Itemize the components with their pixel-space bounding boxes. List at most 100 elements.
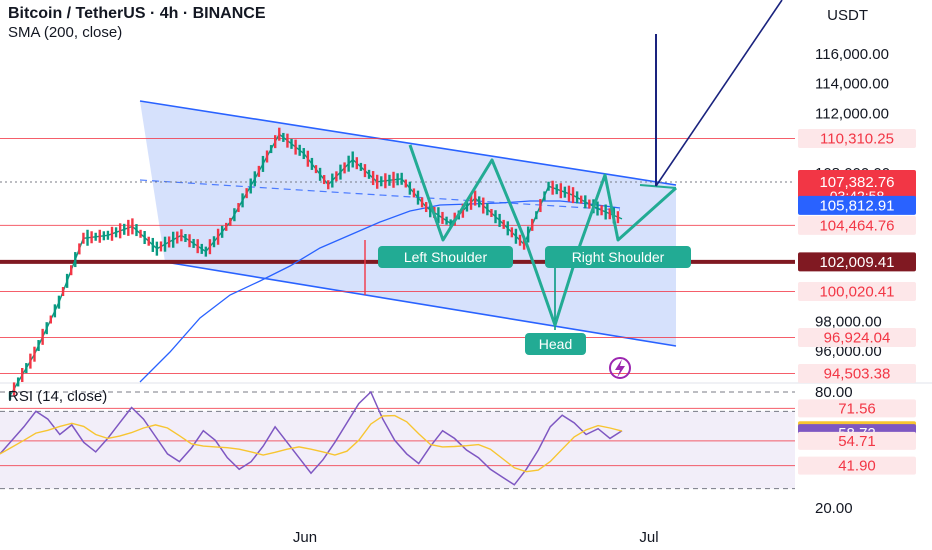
rsi-line[interactable] [0, 390, 623, 486]
price-candle [518, 234, 522, 246]
right-shoulder-label-box[interactable] [545, 246, 691, 268]
sma-value-label-bg [798, 195, 916, 215]
price-candle [588, 199, 591, 209]
inverse-head-shoulders-pattern[interactable] [408, 144, 678, 327]
price-candle [351, 151, 354, 168]
price-candle [416, 190, 420, 205]
currency-label: USDT [827, 7, 868, 24]
price-level-label-bg [798, 129, 916, 149]
price-candle [449, 219, 452, 228]
price-candle [343, 162, 346, 174]
price-candle [106, 230, 110, 240]
head-label[interactable]: Head [539, 336, 572, 352]
price-candle [473, 190, 477, 206]
price-candle [167, 236, 171, 248]
price-candle [392, 171, 395, 188]
price-candle [37, 340, 40, 352]
price-candle [535, 211, 538, 220]
price-candle [225, 222, 228, 231]
price-candle [229, 217, 232, 226]
price-candle [208, 239, 212, 255]
price-candle [600, 205, 603, 216]
price-candle [184, 234, 187, 243]
pattern-neckline [639, 184, 677, 189]
price-axis-tick: 114,000.00 [815, 76, 889, 93]
price-candle [327, 180, 330, 190]
price-level-label: 100,020.41 [819, 283, 894, 300]
price-axis-tick: 96,000.00 [815, 343, 882, 360]
price-candle [412, 188, 416, 198]
price-candle [102, 231, 106, 241]
head-label-box[interactable] [525, 333, 586, 355]
price-candle [196, 239, 199, 254]
price-candle [347, 155, 350, 172]
price-candle [41, 328, 44, 345]
sma-indicator-label[interactable]: SMA (200, close) [8, 24, 123, 41]
price-candle [396, 173, 399, 186]
left-shoulder-label-box[interactable] [378, 246, 513, 268]
price-candle [298, 144, 301, 156]
price-candle [551, 180, 554, 195]
price-candle [237, 203, 240, 213]
price-candle [94, 232, 97, 241]
price-candle [380, 176, 383, 187]
price-candle [45, 322, 48, 335]
rsi-ma-line[interactable] [0, 414, 623, 473]
price-candle [510, 227, 514, 238]
price-candle [249, 178, 252, 194]
price-candle [233, 208, 236, 222]
price-candle [371, 171, 375, 186]
price-candle [33, 346, 36, 362]
price-candle [461, 203, 465, 218]
price-candle [522, 238, 526, 250]
price-candle [49, 315, 52, 324]
left-shoulder-label[interactable]: Left Shoulder [404, 249, 488, 265]
price-candle [265, 150, 269, 163]
price-axis-tick: 116,000.00 [815, 46, 889, 63]
price-candle [29, 353, 32, 369]
price-candle [469, 194, 473, 210]
price-candle [302, 148, 305, 160]
price-candle [204, 246, 208, 257]
channel-lower-line[interactable] [164, 261, 677, 347]
price-candle [82, 232, 85, 244]
price-candle [74, 252, 77, 268]
price-candle [482, 197, 485, 214]
price-axis-tick: 112,000.00 [815, 105, 889, 122]
target-projection-trend[interactable] [655, 0, 783, 187]
price-candle [339, 164, 342, 180]
price-axis-tick: 98,000.00 [815, 313, 882, 330]
price-candle [245, 188, 248, 199]
price-candle [188, 234, 191, 248]
right-shoulder-label[interactable]: Right Shoulder [572, 249, 665, 265]
price-candle [420, 197, 424, 208]
price-candle [306, 150, 310, 167]
price-candle [257, 165, 261, 177]
price-candle [131, 218, 134, 235]
channel-upper-line[interactable] [139, 100, 677, 186]
price-candle [61, 287, 65, 297]
price-candle [110, 226, 114, 241]
price-candle [355, 157, 358, 170]
rsi-level-label-bg [798, 456, 916, 475]
price-candle [176, 231, 179, 244]
price-candle [502, 219, 505, 229]
price-candle [12, 382, 16, 396]
price-candle [359, 162, 363, 171]
price-candle [526, 226, 530, 243]
sma-value-label: 105,812.91 [819, 197, 894, 214]
price-candle [400, 172, 403, 185]
rsi-indicator-label[interactable]: RSI (14, close) [8, 388, 108, 405]
price-candle [376, 174, 379, 189]
price-candle [135, 224, 138, 237]
price-candle [118, 223, 122, 239]
price-candle [318, 167, 322, 181]
price-candle [604, 204, 607, 220]
price-candle [274, 135, 277, 149]
chart-title: Bitcoin / TetherUS · 4h · BINANCE [8, 5, 266, 22]
lightning-icon[interactable] [609, 357, 631, 379]
price-candle [139, 229, 142, 238]
price-candle [114, 227, 118, 238]
last-price-label: 107,382.76 [819, 174, 894, 191]
